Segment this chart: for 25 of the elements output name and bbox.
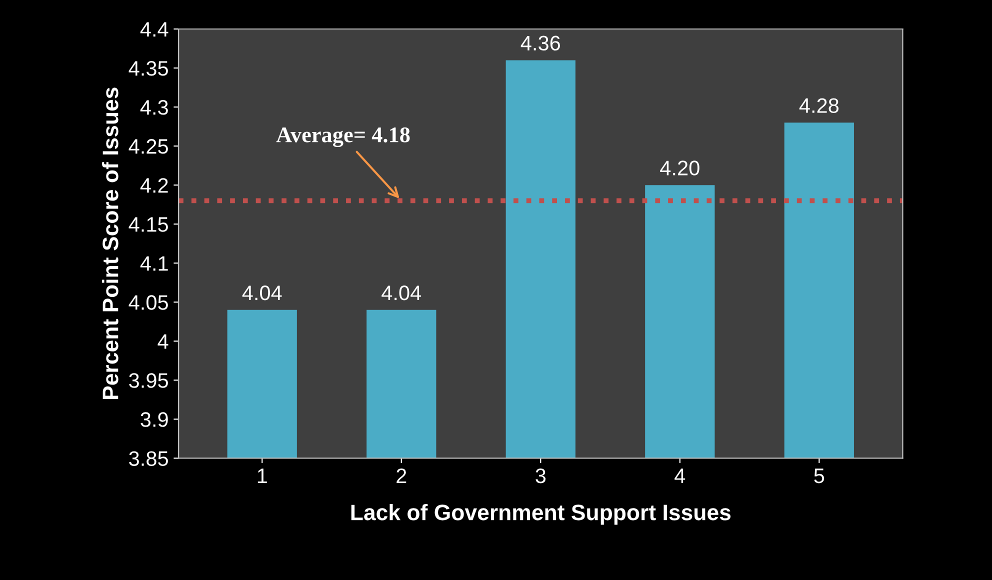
y-axis-title: Percent Point Score of Issues	[102, 88, 118, 399]
x-tick-label: 1	[258, 468, 267, 484]
data-label: 4.04	[382, 286, 422, 300]
y-tick-label: 4.1	[140, 256, 168, 271]
y-tick-label: 4	[158, 334, 168, 349]
y-tick-label: 4.35	[128, 61, 168, 76]
data-label: 4.28	[799, 98, 839, 113]
y-tick-label: 4.4	[140, 22, 168, 37]
y-tick-label: 3.9	[140, 412, 168, 427]
y-tick-label: 4.15	[128, 217, 168, 232]
data-label: 4.20	[660, 160, 700, 176]
y-tick-label: 3.85	[129, 451, 168, 466]
y-tick-label: 4.3	[140, 100, 168, 115]
y-tick-label: 3.95	[129, 373, 168, 388]
y-tick-label: 4.05	[128, 295, 168, 310]
x-tick-label: 3	[536, 468, 546, 484]
x-tick-label: 2	[396, 468, 406, 484]
y-tick-label: 4.25	[128, 139, 168, 154]
data-label: 4.36	[520, 36, 560, 51]
x-tick-label: 5	[814, 468, 824, 484]
x-axis-title: Lack of Government Support Issues	[351, 504, 731, 525]
y-tick-label: 4.2	[140, 178, 168, 193]
x-tick-label: 4	[674, 468, 686, 484]
data-label: 4.04	[242, 286, 282, 300]
ref-line-label: Average= 4.18	[276, 127, 410, 148]
